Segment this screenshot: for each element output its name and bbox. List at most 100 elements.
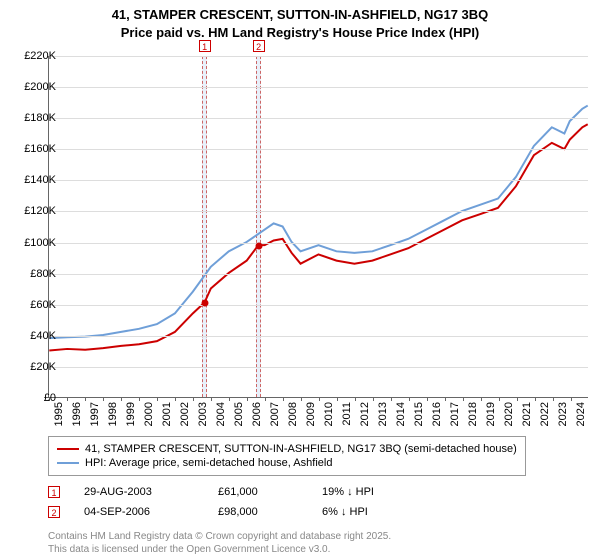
y-axis-label: £180K [12,112,56,124]
legend-label: HPI: Average price, semi-detached house,… [85,457,332,469]
line-svg [49,56,588,397]
y-axis-label: £40K [12,330,56,342]
x-axis-label: 2002 [179,402,191,426]
annotation-price: £98,000 [218,506,298,518]
x-tick [67,397,68,401]
x-axis-label: 2024 [575,402,587,426]
footer-line1: Contains HM Land Registry data © Crown c… [48,530,391,543]
grid-line [49,149,588,150]
x-axis-label: 1997 [89,402,101,426]
x-axis-label: 1995 [53,402,65,426]
x-tick [103,397,104,401]
series-price_paid [49,124,587,350]
x-axis-label: 2023 [557,402,569,426]
x-tick [121,397,122,401]
x-axis-label: 2012 [359,402,371,426]
grid-line [49,211,588,212]
y-axis-label: £60K [12,299,56,311]
y-axis-label: £20K [12,361,56,373]
grid-line [49,56,588,57]
x-axis-label: 2009 [305,402,317,426]
x-axis-label: 2016 [431,402,443,426]
grid-line [49,367,588,368]
x-axis-label: 2019 [485,402,497,426]
annotation-price: £61,000 [218,486,298,498]
x-axis-label: 2013 [377,402,389,426]
x-tick [85,397,86,401]
chart-container: 41, STAMPER CRESCENT, SUTTON-IN-ASHFIELD… [0,0,600,560]
legend-row: 41, STAMPER CRESCENT, SUTTON-IN-ASHFIELD… [57,443,517,455]
grid-line [49,336,588,337]
x-axis-label: 1996 [71,402,83,426]
x-axis-label: 2011 [341,402,353,426]
title-line2: Price paid vs. HM Land Registry's House … [0,24,600,42]
marker-dot [201,300,208,307]
x-axis-label: 2001 [161,402,173,426]
x-axis-label: 2020 [503,402,515,426]
chart-title: 41, STAMPER CRESCENT, SUTTON-IN-ASHFIELD… [0,0,600,41]
x-tick [337,397,338,401]
x-tick [265,397,266,401]
annotation-marker: 2 [48,506,60,518]
legend-swatch [57,462,79,464]
y-axis-label: £220K [12,50,56,62]
x-tick [319,397,320,401]
x-tick [193,397,194,401]
chart-marker: 2 [253,40,265,52]
x-tick [355,397,356,401]
x-tick [175,397,176,401]
footer: Contains HM Land Registry data © Crown c… [48,530,391,556]
x-tick [211,397,212,401]
x-tick [499,397,500,401]
chart-marker: 1 [199,40,211,52]
x-tick [553,397,554,401]
x-axis-label: 1999 [125,402,137,426]
x-tick [481,397,482,401]
y-axis-label: £120K [12,205,56,217]
y-axis-label: £160K [12,143,56,155]
x-axis-label: 1998 [107,402,119,426]
x-tick [247,397,248,401]
grid-line [49,305,588,306]
grid-line [49,243,588,244]
x-tick [157,397,158,401]
footer-line2: This data is licensed under the Open Gov… [48,543,391,556]
x-tick [463,397,464,401]
grid-line [49,274,588,275]
y-axis-label: £100K [12,237,56,249]
x-axis-label: 2005 [233,402,245,426]
x-axis-label: 2017 [449,402,461,426]
grid-line [49,87,588,88]
series-hpi [49,106,587,339]
x-tick [229,397,230,401]
x-tick [571,397,572,401]
marker-dot [255,242,262,249]
plot-area: 1995199619971998199920002001200220032004… [48,56,588,398]
x-tick [301,397,302,401]
x-axis-label: 2014 [395,402,407,426]
x-axis-label: 2006 [251,402,263,426]
x-tick [373,397,374,401]
legend-row: HPI: Average price, semi-detached house,… [57,457,517,469]
x-tick [535,397,536,401]
x-axis-label: 2003 [197,402,209,426]
x-tick [283,397,284,401]
y-axis-label: £200K [12,81,56,93]
title-line1: 41, STAMPER CRESCENT, SUTTON-IN-ASHFIELD… [0,6,600,24]
annotation-marker: 1 [48,486,60,498]
y-axis-label: £140K [12,174,56,186]
annotation-date: 29-AUG-2003 [84,486,194,498]
grid-line [49,118,588,119]
x-tick [427,397,428,401]
x-axis-label: 2018 [467,402,479,426]
x-tick [409,397,410,401]
legend-label: 41, STAMPER CRESCENT, SUTTON-IN-ASHFIELD… [85,443,517,455]
x-tick [517,397,518,401]
x-axis-label: 2010 [323,402,335,426]
annotation-delta: 6% ↓ HPI [322,506,368,518]
x-axis-label: 2007 [269,402,281,426]
x-tick [139,397,140,401]
y-axis-label: £80K [12,268,56,280]
legend: 41, STAMPER CRESCENT, SUTTON-IN-ASHFIELD… [48,436,526,476]
annotation-date: 04-SEP-2006 [84,506,194,518]
